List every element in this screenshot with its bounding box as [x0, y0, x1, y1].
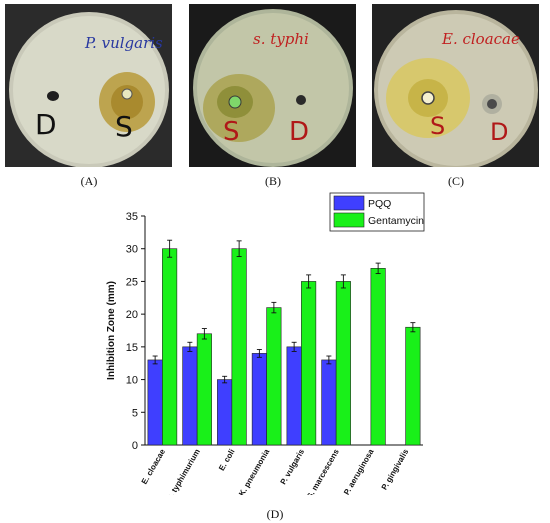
plate-mark-b-right: D: [289, 117, 309, 147]
bar-gentamycin-4: [301, 281, 317, 446]
petri-dish-photo-c: E. cloacae S D: [372, 4, 539, 167]
panel-label-c: (C): [448, 174, 464, 188]
y-tick-label: 15: [126, 342, 138, 354]
x-category-label: E. cloacae: [140, 447, 168, 486]
bar-gentamycin-5: [335, 281, 351, 446]
y-tick-label: 30: [126, 244, 138, 256]
panel-label-d: (D): [266, 507, 284, 521]
panel-label-a: (A): [80, 174, 98, 188]
bar-gentamycin-2: [231, 248, 247, 446]
x-category-label: P. aeruginosa: [342, 447, 376, 495]
x-category-label: S. typhimurium: [165, 448, 202, 496]
bar-pqq-4: [286, 346, 302, 446]
bar-pqq-2: [217, 379, 233, 446]
y-tick-label: 5: [132, 407, 138, 419]
x-category-label: P. gingivalis: [380, 447, 411, 492]
plate-mark-a-left: D: [35, 108, 57, 141]
plate-label-b: s. typhi: [253, 30, 309, 48]
x-category-label: S. marcescens: [305, 447, 341, 495]
y-tick-label: 10: [126, 375, 138, 387]
legend-swatch-gentamycin: [333, 212, 365, 228]
y-tick-label: 35: [126, 211, 138, 223]
y-tick-label: 0: [132, 440, 138, 452]
x-category-label: P. vulgaris: [279, 447, 307, 486]
y-axis-title: Inhibition Zone (mm): [106, 281, 117, 380]
plate-mark-b-left: S: [223, 117, 240, 147]
plate-label-c: E. cloacae: [441, 30, 520, 48]
bar-pqq-1: [182, 346, 198, 446]
bar-pqq-3: [251, 353, 267, 446]
legend-swatch-pqq: [333, 195, 365, 211]
bar-gentamycin-1: [196, 333, 212, 446]
plate-mark-c-left: S: [430, 112, 445, 140]
y-tick-label: 20: [126, 309, 138, 321]
petri-dish-photo-b: s. typhi S D: [189, 4, 356, 167]
legend-label-pqq: PQQ: [368, 198, 391, 210]
x-category-label: E. coli: [217, 448, 237, 473]
plate-label-a: P. vulgaris: [84, 34, 163, 52]
plate-mark-a-right: S: [115, 110, 133, 143]
bar-gentamycin-0: [162, 248, 178, 446]
panel-label-b: (B): [265, 174, 281, 188]
x-category-label: K. pneumonia: [237, 447, 272, 495]
y-tick-label: 25: [126, 276, 138, 288]
bar-pqq-5: [321, 359, 337, 446]
bar-gentamycin-7: [405, 326, 421, 446]
legend-label-gentamycin: Gentamycin: [368, 215, 424, 227]
bar-pqq-0: [147, 359, 163, 446]
plate-mark-c-right: D: [490, 118, 508, 146]
bar-gentamycin-3: [266, 307, 282, 446]
petri-dish-photo-a: P. vulgaris D S: [5, 4, 172, 167]
bar-gentamycin-6: [370, 268, 386, 446]
